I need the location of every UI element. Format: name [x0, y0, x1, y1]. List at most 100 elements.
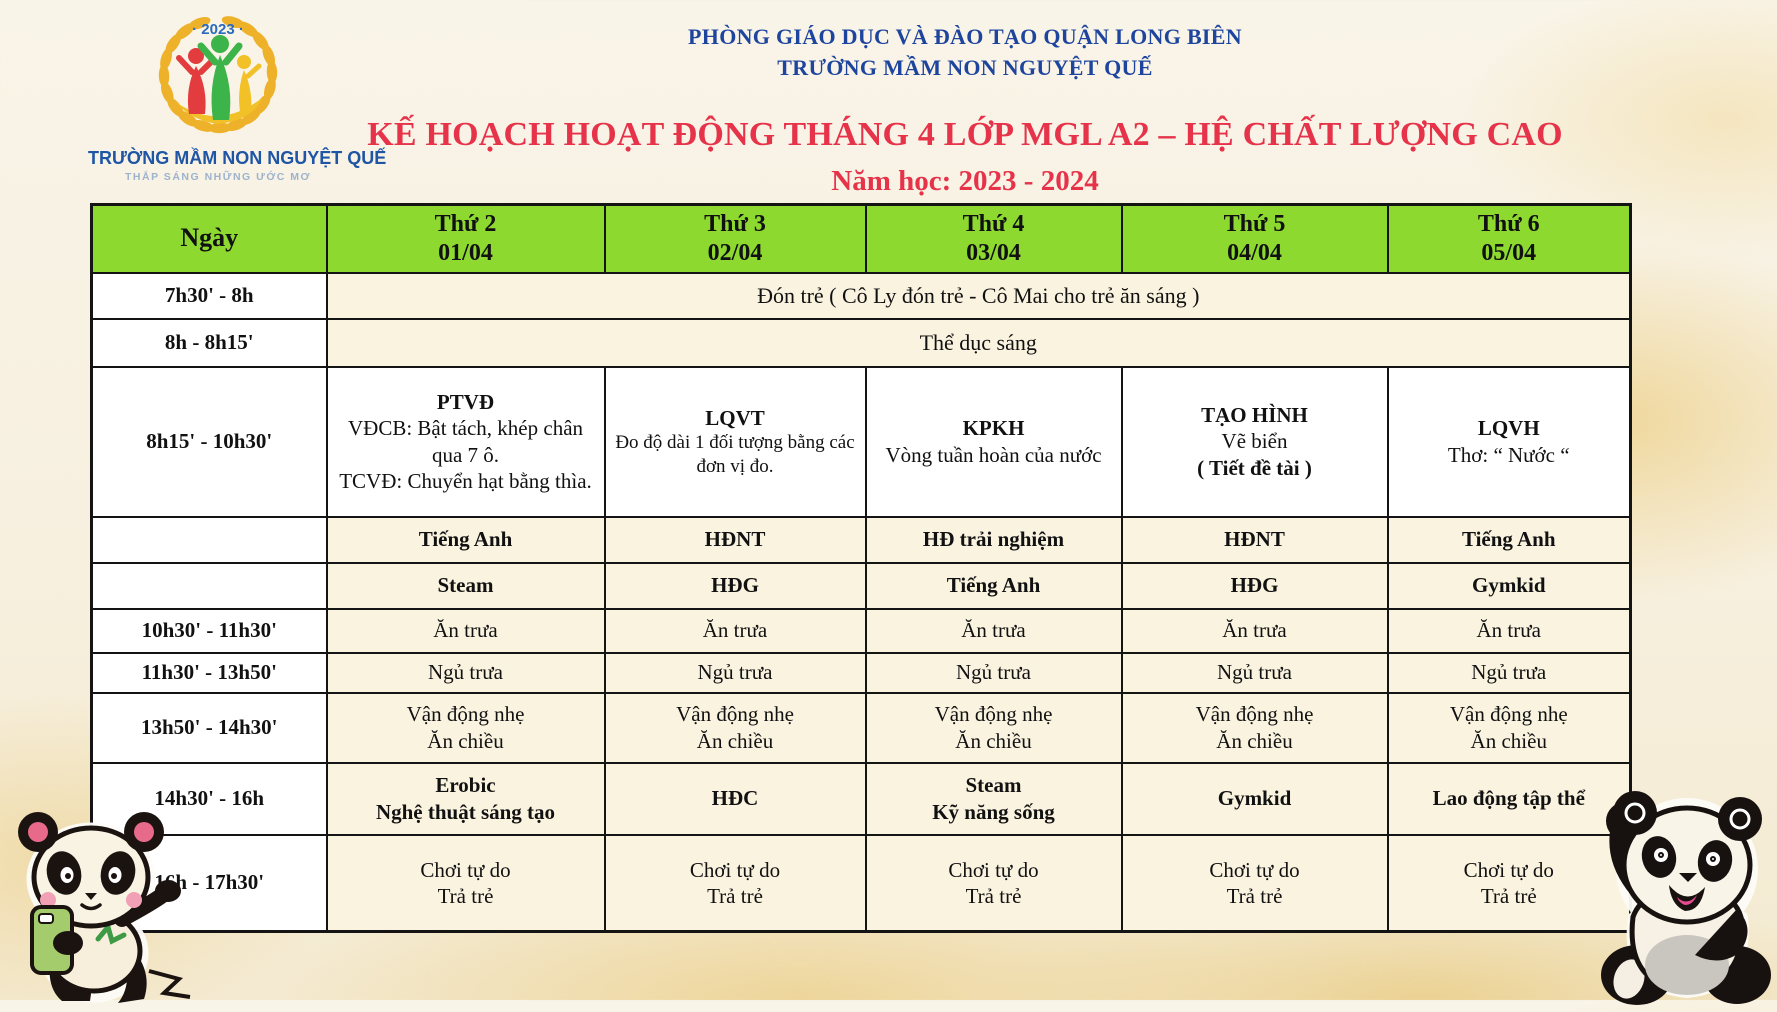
activity-line: KPKH [962, 416, 1025, 441]
activity-line: Ngủ trưa [1217, 660, 1292, 685]
time-cell: 11h30' - 13h50' [90, 651, 328, 694]
activity-line: HĐG [711, 573, 759, 598]
activity-cell: Steam [325, 561, 606, 610]
activity-cell: Vận động nhẹ Ăn chiều [1120, 691, 1389, 764]
logo-tagline: THẮP SÁNG NHỮNG ƯỚC MƠ [125, 171, 311, 183]
school-year: Năm học: 2023 - 2024 [831, 165, 1099, 197]
activity-line: Chơi tự do [420, 857, 511, 882]
activity-line: Ăn trưa [702, 618, 768, 643]
activity-cell: TẠO HÌNH Vẽ biển( Tiết đề tài ) [1120, 365, 1389, 518]
activity-line: HĐG [1230, 573, 1279, 598]
logo-year: · 2023 · [192, 21, 244, 38]
activity-cell: Ngủ trưa [864, 651, 1123, 694]
activity-cell: Chơi tự do Trả trẻ [864, 833, 1123, 933]
activity-cell: Ăn trưa [1386, 607, 1632, 654]
activity-line: Tiếng Anh [1461, 527, 1556, 552]
activity-line: LQVT [705, 405, 765, 430]
activity-cell: Tiếng Anh [1386, 515, 1632, 564]
activity-line: Ăn chiều [955, 728, 1032, 753]
activity-line: Gymkid [1217, 786, 1292, 811]
time-cell [90, 561, 328, 610]
activity-cell: Vận động nhẹ Ăn chiều [1386, 691, 1632, 764]
activity-line: PTVĐ [436, 390, 495, 414]
activity-line: Vòng tuần hoàn của nước [885, 442, 1102, 467]
activity-line: Ăn chiều [1216, 728, 1293, 753]
activity-line: Chơi tự do [689, 857, 781, 882]
activity-cell: Steam Kỹ năng sống [864, 761, 1123, 836]
activity-cell: Vận động nhẹ Ăn chiều [864, 691, 1123, 764]
activity-line: Đo độ dài 1 đối tượng bằng các đơn vị đo… [615, 431, 855, 477]
activity-line: Ngủ trưa [697, 660, 773, 685]
activity-cell: Lao động tập thể [1386, 761, 1632, 836]
activity-line: Ăn chiều [696, 728, 774, 753]
activity-cell: LQVT Đo độ dài 1 đối tượng bằng các đơn v… [603, 365, 867, 518]
activity-cell: Tiếng Anh [325, 515, 606, 564]
school-logo: · 2023 · TRƯỜNG MẦM NON NGUYỆT QUẾ THẮP … [88, 10, 387, 183]
activity-line: Vẽ biển [1221, 429, 1288, 454]
activity-line: Ngủ trưa [428, 660, 503, 685]
day-header-4: Thứ 4 03/04 [864, 203, 1123, 274]
department-name: PHÒNG GIÁO DỤC VÀ ĐÀO TẠO QUẬN LONG BIÊN [688, 24, 1242, 49]
activity-line: Erobic [435, 773, 496, 798]
activity-line: Chơi tự do [1463, 857, 1554, 882]
header-block: PHÒNG GIÁO DỤC VÀ ĐÀO TẠO QUẬN LONG BIÊN… [340, 0, 1590, 198]
corner-header: Ngày [90, 203, 328, 274]
activity-cell: Ăn trưa [864, 607, 1123, 654]
activity-cell: HĐNT [1120, 515, 1389, 564]
activity-line: Thơ: “ Nước “ [1447, 442, 1570, 467]
activity-line: Ăn chiều [427, 728, 504, 753]
activity-line: Trả trẻ [965, 883, 1022, 908]
activity-line: HĐNT [1224, 527, 1285, 552]
activity-cell: LQVH Thơ: “ Nước “ [1386, 365, 1632, 518]
activity-cell: KPKH Vòng tuần hoàn của nước [864, 365, 1123, 518]
activity-line: VĐCB: Bật tách, khép chân qua 7 ô. [347, 416, 584, 467]
activity-line: TCVĐ: Chuyển hạt bằng thìa. [339, 468, 592, 493]
activity-line: Gymkid [1471, 573, 1546, 598]
time-cell: 10h30' - 11h30' [90, 607, 328, 654]
activity-cell: Ngủ trưa [325, 651, 606, 694]
activity-span-cell: Thể dục sáng [325, 317, 1632, 368]
logo-wreath: · 2023 · [157, 13, 279, 135]
activity-line: Nghệ thuật sáng tạo [375, 799, 556, 824]
time-cell: 8h - 8h15' [90, 317, 328, 368]
activity-line: Steam [965, 773, 1022, 798]
activity-line: ( Tiết đề tài ) [1197, 455, 1312, 480]
activity-line: HĐ trải nghiệm [922, 527, 1065, 552]
activity-cell: Gymkid [1386, 561, 1632, 610]
activity-span-cell: Đón trẻ ( Cô Ly đón trẻ - Cô Mai cho trẻ… [325, 271, 1632, 320]
activity-line: Tiếng Anh [946, 573, 1041, 598]
activity-cell: Chơi tự do Trả trẻ [1120, 833, 1389, 933]
activity-line: Trả trẻ [707, 883, 763, 908]
day-header-3: Thứ 3 02/04 [603, 203, 867, 274]
school-name: TRƯỜNG MẦM NON NGUYỆT QUẾ [777, 55, 1153, 80]
activity-line: Ngủ trưa [956, 660, 1031, 685]
time-cell: 13h50' - 14h30' [90, 691, 328, 764]
activity-line: Ngủ trưa [1471, 660, 1547, 685]
time-cell: 7h30' - 8h [90, 271, 328, 320]
activity-line: Trả trẻ [437, 883, 494, 908]
activity-line: Vận động nhẹ [1449, 702, 1568, 727]
activity-line: Chơi tự do [1209, 857, 1300, 882]
activity-line: Vận động nhẹ [1195, 702, 1314, 727]
activity-line: Ăn trưa [1476, 618, 1541, 643]
page-title: KẾ HOẠCH HOẠT ĐỘNG THÁNG 4 LỚP MGL A2 – … [367, 116, 1563, 153]
activity-line: HĐNT [704, 527, 766, 552]
activity-cell: Chơi tự do Trả trẻ [603, 833, 867, 933]
activity-cell: Ngủ trưa [1386, 651, 1632, 694]
activity-line: Lao động tập thể [1432, 786, 1585, 811]
activity-cell: Ăn trưa [603, 607, 867, 654]
activity-line: Vận động nhẹ [934, 702, 1053, 727]
activity-line: Steam [437, 573, 494, 598]
logo-school-name: TRƯỜNG MẦM NON NGUYỆT QUẾ [88, 148, 387, 168]
activity-cell: Ăn trưa [325, 607, 606, 654]
activity-line: HĐC [711, 786, 759, 811]
activity-cell: Ngủ trưa [1120, 651, 1389, 694]
day-header-5: Thứ 5 04/04 [1120, 203, 1389, 274]
activity-line: Trả trẻ [1480, 883, 1537, 908]
activity-cell: HĐ trải nghiệm [864, 515, 1123, 564]
logo-figures [176, 35, 262, 124]
activity-cell: HĐNT [603, 515, 867, 564]
activity-line: Chơi tự do [948, 857, 1039, 882]
time-cell: 8h15' - 10h30' [90, 365, 328, 518]
